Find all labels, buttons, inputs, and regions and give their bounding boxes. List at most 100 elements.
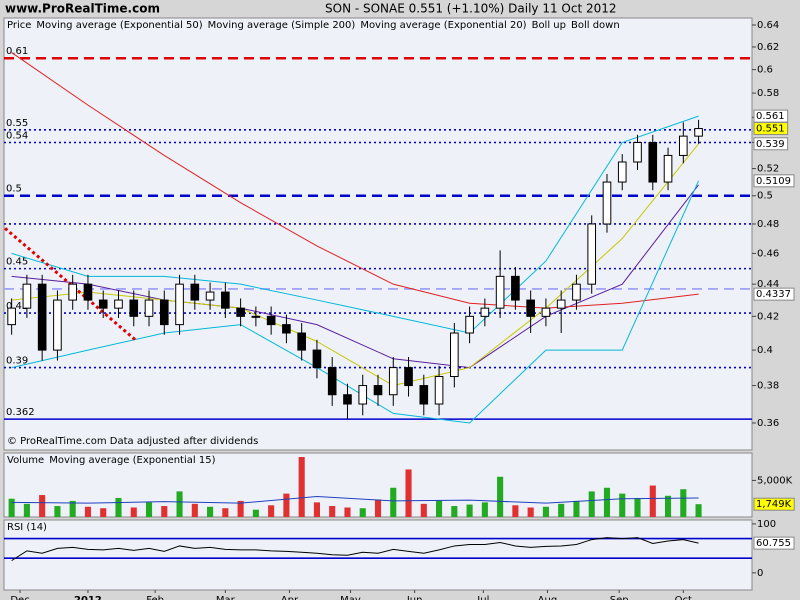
volume-bar [207, 506, 214, 517]
volume-bar [145, 502, 153, 517]
site-name: www.ProRealTime.com [5, 2, 160, 16]
candle-body [327, 367, 337, 396]
volume-bar [69, 500, 76, 517]
y-tick-label: 0.42 [757, 311, 779, 322]
x-tick-label: Mar [216, 595, 236, 600]
y-tick-label: 0.48 [757, 219, 779, 230]
candle-body [358, 385, 368, 405]
volume-average [11, 496, 699, 504]
volume-bar [191, 503, 198, 517]
candle-body [175, 283, 184, 326]
candle-body [7, 307, 16, 326]
x-tick-label: May [340, 595, 361, 600]
volume-bar [634, 497, 641, 517]
y-tick-label: 0.58 [757, 88, 779, 99]
candle-body [312, 349, 322, 369]
x-tick-label: Oct [675, 595, 692, 600]
volume-bar [8, 498, 15, 517]
candle-body [648, 142, 658, 183]
chart-title: SON - SONAE 0.551 (+1.10%) Daily 11 Oct … [325, 2, 617, 16]
value-box-label: 0.561 [756, 111, 785, 122]
volume-bar [222, 508, 229, 517]
y-tick-label: 0.52 [757, 164, 779, 175]
y-tick-label: 0.6 [757, 65, 773, 76]
value-box [753, 497, 795, 511]
candle-body [511, 275, 520, 301]
volume-bar [603, 487, 611, 517]
candle-body [480, 307, 490, 317]
legend-entry: Boll up [532, 20, 566, 31]
volume-bar [466, 504, 473, 517]
value-box-label: 0.551 [756, 124, 785, 135]
rsi-line [11, 537, 699, 562]
candle-body [37, 283, 47, 351]
rsi-panel [3, 519, 753, 591]
volume-bar [588, 491, 595, 517]
candle-body [343, 394, 352, 405]
volume-bar [39, 495, 46, 517]
value-box-label: 0.539 [756, 139, 785, 150]
candle-body [297, 332, 306, 351]
candle-body [633, 142, 642, 163]
candle-body [572, 283, 581, 301]
level-label: 0.362 [6, 407, 35, 418]
value-box-label: 60.755 [756, 538, 791, 549]
volume-bar [512, 505, 519, 517]
candle-body [129, 299, 139, 317]
candle-body [388, 367, 398, 396]
candle-body [495, 275, 505, 309]
value-box [753, 174, 795, 188]
candle-body [404, 367, 413, 387]
candle-body [83, 283, 93, 301]
y-tick-label: 0 [757, 568, 763, 579]
volume-bar [497, 476, 504, 517]
candle-body [556, 299, 566, 309]
volume-bar [130, 507, 137, 517]
x-tick-label: Apr [281, 595, 299, 600]
level-label: 0.39 [6, 356, 28, 367]
candle-body [282, 324, 291, 334]
volume-bar [420, 503, 427, 517]
legend-entry: Moving average (Exponential 15) [49, 455, 215, 466]
candle-body [205, 291, 215, 301]
legend-entry: Moving average (Exponential 20) [360, 20, 526, 31]
volume-bar [405, 469, 412, 517]
indicator-line [11, 115, 699, 334]
x-tick-label: Sep [610, 595, 629, 600]
volume-bar [527, 507, 534, 517]
volume-bar [664, 495, 672, 517]
level-label: 0.45 [6, 257, 28, 268]
candle-body [266, 315, 276, 326]
volume-bar [374, 499, 382, 517]
value-box [753, 109, 789, 123]
candle-body [373, 385, 383, 396]
candle-body [190, 283, 200, 301]
volume-bar [176, 491, 183, 517]
volume-bar [359, 508, 366, 517]
volume-bar [481, 502, 488, 517]
y-tick-label: 0.5 [757, 191, 773, 202]
candle-body [144, 299, 154, 317]
value-box-label: 1,749K [756, 499, 792, 510]
candle-body [602, 181, 612, 225]
level-label: 0.55 [6, 118, 28, 129]
y-tick-label: 0.46 [757, 248, 779, 259]
volume-bar [680, 489, 687, 517]
value-box-label: 0.5109 [756, 176, 791, 187]
candle-body [236, 307, 245, 317]
volume-bar [573, 500, 580, 517]
x-tick-label: Jun [406, 595, 423, 600]
candle-body [159, 299, 169, 326]
volume-bar [542, 506, 549, 517]
indicator-line [11, 180, 700, 424]
volume-bar [344, 507, 351, 517]
indicator-line [11, 52, 699, 309]
value-box [753, 287, 795, 301]
x-tick-label: Aug [538, 595, 558, 600]
y-tick-label: 0.38 [757, 381, 779, 392]
volume-bar [619, 493, 626, 517]
level-label: 0.54 [6, 131, 28, 142]
x-tick-label: Dec [10, 595, 29, 600]
x-tick-label: Feb [146, 595, 164, 600]
